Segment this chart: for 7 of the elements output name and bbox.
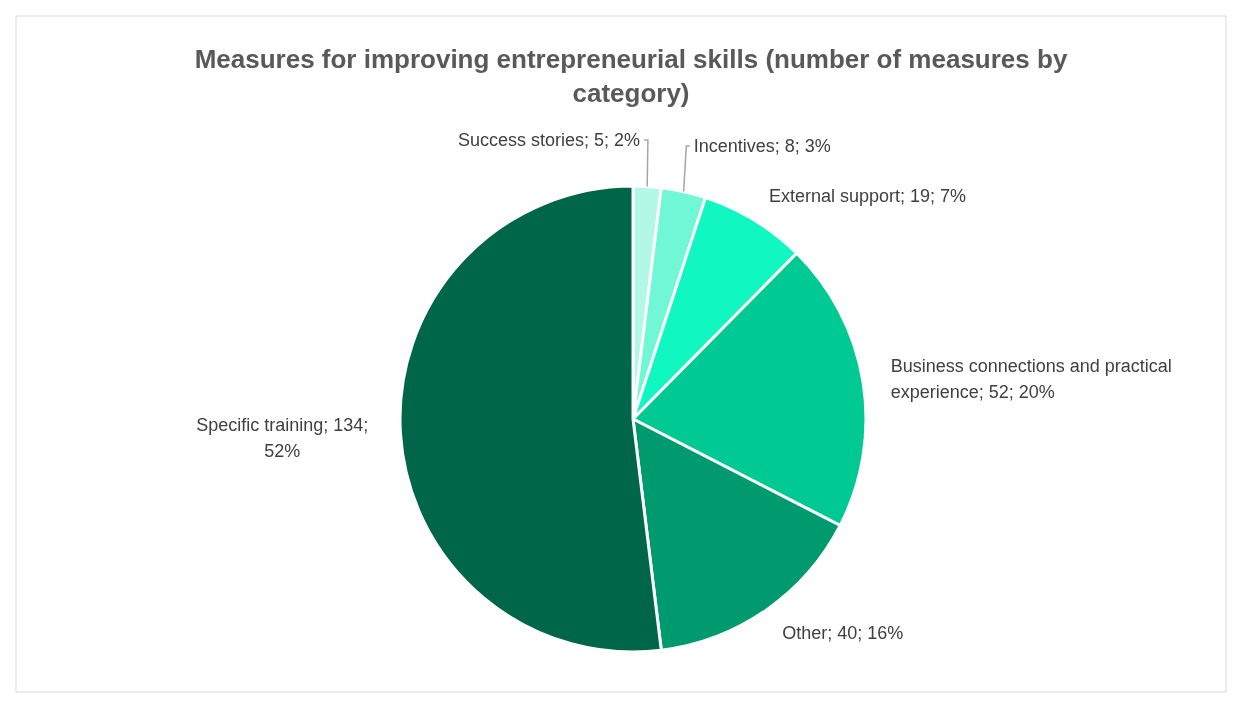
- slice-label: External support; 19; 7%: [768, 186, 967, 207]
- slice-label: Incentives; 8; 3%: [693, 136, 831, 157]
- chart-title: Measures for improving entrepreneurial skills (number of measures by category): [194, 44, 1068, 108]
- slice-label: Business connections and practical experience; 52; 20%: [890, 355, 1172, 402]
- slice-label: Specific training; 134; 52%: [196, 414, 369, 461]
- slice-label: Success stories; 5; 2%: [457, 129, 641, 150]
- slice-label: Other; 40; 16%: [782, 623, 904, 644]
